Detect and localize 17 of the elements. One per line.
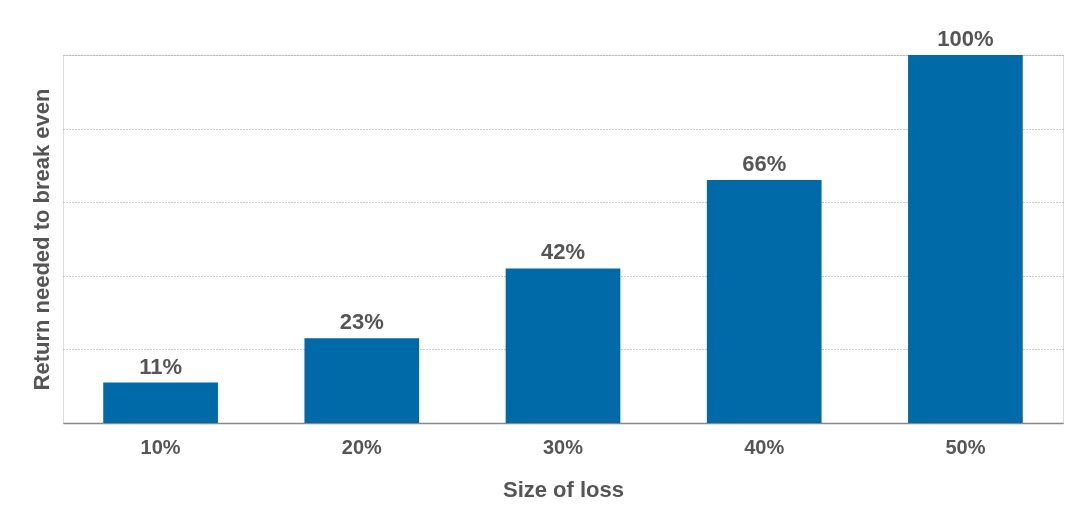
bar: [706, 180, 822, 423]
bar: [505, 268, 621, 423]
data-label: 11%: [139, 353, 182, 379]
x-tick-label: 20%: [341, 435, 383, 458]
bar: [103, 382, 218, 423]
x-tick-label: 30%: [542, 435, 584, 458]
data-label: 23%: [339, 309, 384, 335]
data-label: 66%: [742, 151, 787, 177]
bar: [304, 338, 420, 423]
x-tick-label: 10%: [140, 435, 181, 458]
x-axis-title: Size of loss: [502, 476, 625, 502]
x-tick-label: 50%: [945, 435, 986, 458]
x-tick-label: 40%: [744, 435, 785, 458]
data-label: 100%: [937, 26, 994, 51]
bar: [908, 55, 1023, 423]
data-label: 42%: [540, 239, 586, 265]
y-axis-title: Return needed to break even: [28, 88, 54, 391]
